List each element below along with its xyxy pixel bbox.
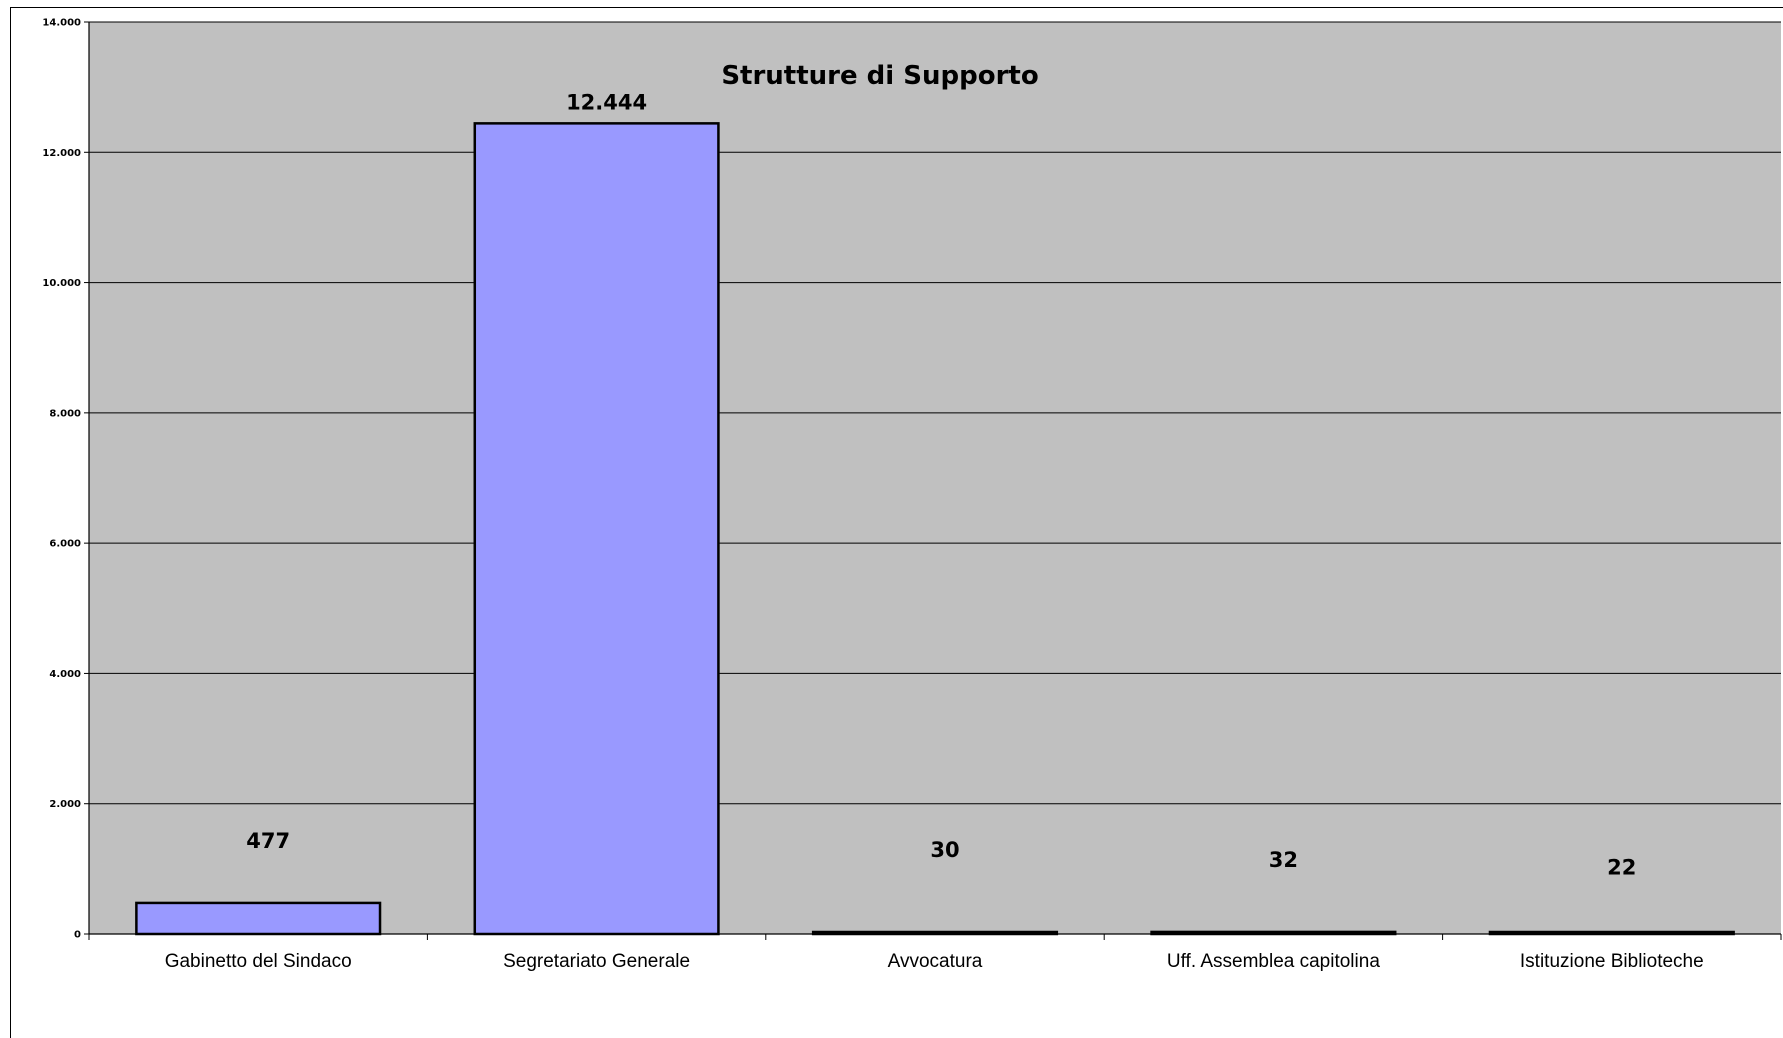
data-label: 32 bbox=[1269, 848, 1298, 872]
y-tick-label: 4.000 bbox=[49, 669, 81, 680]
data-label: 30 bbox=[930, 838, 959, 862]
x-tick-label: Gabinetto del Sindaco bbox=[165, 951, 352, 972]
bar bbox=[135, 901, 382, 936]
data-label: 12.444 bbox=[566, 90, 647, 114]
y-tick-label: 0 bbox=[74, 930, 81, 941]
x-tick-label: Segretariato Generale bbox=[503, 951, 690, 972]
y-tick-label: 8.000 bbox=[49, 408, 81, 419]
y-tick-label: 2.000 bbox=[49, 799, 81, 810]
y-tick-label: 6.000 bbox=[49, 539, 81, 550]
y-axis-ticks: 0 2.000 4.000 6.000 8.000 10.000 12.000 14.000 bbox=[42, 18, 89, 941]
gridlines bbox=[89, 21, 1781, 805]
plot-area bbox=[89, 22, 1781, 934]
chart-frame bbox=[10, 7, 1783, 1038]
y-tick-label: 12.000 bbox=[42, 148, 81, 159]
data-labels: 477 12.444 30 32 22 bbox=[246, 90, 1636, 879]
x-tick-label: Istituzione Biblioteche bbox=[1520, 951, 1704, 972]
chart-title: Strutture di Supporto bbox=[721, 61, 1038, 91]
data-label: 22 bbox=[1607, 856, 1636, 880]
y-tick-label: 10.000 bbox=[42, 278, 81, 289]
axes bbox=[88, 22, 1782, 940]
y-tick-label: 14.000 bbox=[42, 18, 81, 29]
bar bbox=[473, 122, 720, 936]
data-label: 477 bbox=[246, 829, 290, 853]
x-axis-labels: Gabinetto del Sindaco Segretariato Genera… bbox=[165, 951, 1704, 972]
x-tick-label: Avvocatura bbox=[888, 951, 983, 972]
bars bbox=[135, 122, 1735, 936]
x-tick-label: Uff. Assemblea capitolina bbox=[1167, 951, 1380, 972]
